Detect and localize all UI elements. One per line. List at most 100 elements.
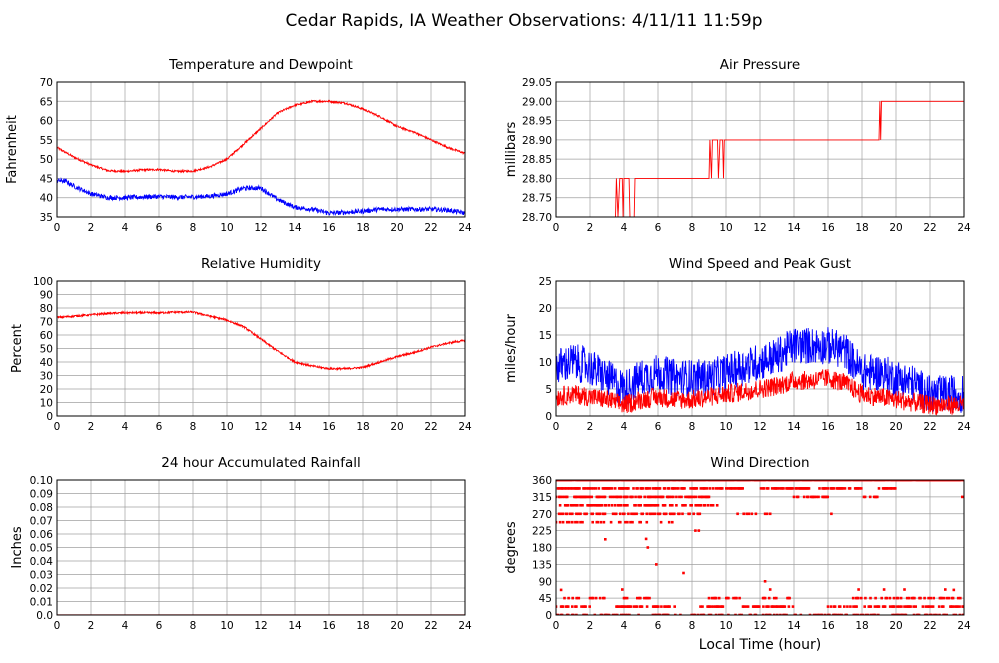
- y-tick-label: 29.05: [522, 77, 552, 89]
- data-point: [707, 495, 711, 499]
- data-point: [694, 495, 697, 499]
- y-tick-label: 90: [40, 290, 53, 302]
- data-point: [592, 487, 595, 490]
- data-point: [613, 504, 617, 507]
- y-tick-label: 10: [539, 357, 552, 369]
- y-tick-label: 0.10: [30, 475, 53, 487]
- data-point: [938, 613, 941, 615]
- data-point: [639, 596, 642, 600]
- data-point: [829, 605, 833, 608]
- data-point: [892, 596, 896, 600]
- data-point: [603, 495, 607, 499]
- data-point: [856, 613, 860, 615]
- data-point: [885, 596, 889, 600]
- data-point: [571, 520, 574, 524]
- data-point: [623, 512, 626, 516]
- chart-title: Relative Humidity: [201, 256, 321, 272]
- data-point: [841, 487, 845, 490]
- data-point: [626, 613, 629, 615]
- x-tick-label: 6: [655, 620, 662, 632]
- data-point: [591, 512, 594, 516]
- data-point: [838, 613, 841, 615]
- data-point: [668, 480, 672, 482]
- data-point: [924, 605, 928, 608]
- data-point: [817, 613, 821, 615]
- data-point: [832, 487, 836, 490]
- data-point: [575, 605, 578, 608]
- data-point: [959, 480, 963, 482]
- y-tick-label: 80: [40, 303, 53, 315]
- plot-area: [615, 100, 964, 217]
- x-tick-label: 6: [156, 421, 163, 433]
- y-tick-label: 0.09: [30, 489, 53, 501]
- data-point: [913, 596, 916, 600]
- x-tick-label: 2: [587, 620, 594, 632]
- data-point: [952, 613, 956, 615]
- data-point: [566, 504, 570, 507]
- data-point: [857, 596, 860, 600]
- data-point: [863, 605, 866, 608]
- data-point: [893, 605, 896, 608]
- data-point: [689, 487, 692, 490]
- x-tick-label: 20: [889, 620, 902, 632]
- chart-title: Wind Direction: [710, 455, 809, 471]
- data-point: [843, 605, 846, 608]
- data-point: [694, 529, 697, 532]
- data-point: [874, 596, 877, 600]
- data-point: [716, 487, 720, 490]
- data-point: [620, 613, 623, 615]
- data-point: [744, 605, 748, 608]
- data-point: [791, 605, 795, 608]
- data-point: [740, 613, 743, 615]
- series-line-blue: [556, 327, 964, 413]
- data-point: [568, 487, 571, 490]
- data-point: [621, 588, 624, 591]
- data-point: [698, 512, 702, 516]
- data-point: [759, 487, 763, 490]
- x-tick-label: 4: [621, 421, 628, 433]
- data-point: [627, 512, 630, 516]
- data-point: [581, 520, 584, 524]
- x-tick-label: 12: [254, 222, 267, 234]
- data-point: [679, 480, 682, 482]
- data-point: [651, 613, 655, 615]
- data-point: [636, 596, 639, 600]
- data-point: [772, 605, 775, 608]
- data-point: [923, 596, 926, 600]
- data-point: [947, 596, 951, 600]
- data-point: [813, 495, 816, 499]
- x-tick-label: 18: [356, 421, 369, 433]
- y-tick-label: 45: [40, 173, 53, 185]
- x-tick-label: 12: [753, 421, 766, 433]
- y-tick-label: 45: [539, 593, 552, 605]
- x-tick-label: 0: [54, 620, 61, 632]
- data-point: [617, 605, 620, 608]
- data-point: [775, 596, 778, 600]
- data-point: [674, 613, 677, 615]
- data-point: [845, 613, 848, 615]
- data-point: [962, 605, 964, 608]
- y-tick-label: 28.85: [522, 154, 552, 166]
- data-point: [860, 487, 863, 490]
- data-point: [727, 596, 730, 600]
- y-tick-label: 225: [532, 526, 552, 538]
- data-point: [717, 613, 721, 615]
- data-point: [565, 520, 569, 524]
- data-point: [558, 520, 562, 524]
- data-point: [578, 487, 581, 490]
- y-tick-label: 15: [539, 330, 552, 342]
- x-tick-label: 20: [390, 620, 403, 632]
- data-point: [714, 487, 718, 490]
- data-point: [767, 605, 770, 608]
- data-point: [571, 487, 574, 490]
- data-point: [710, 605, 713, 608]
- data-point: [677, 487, 680, 490]
- x-tick-label: 16: [821, 620, 835, 632]
- chart-title: Temperature and Dewpoint: [168, 57, 353, 73]
- data-point: [742, 605, 746, 608]
- data-point: [571, 512, 574, 516]
- data-point: [961, 495, 964, 499]
- data-point: [764, 480, 768, 482]
